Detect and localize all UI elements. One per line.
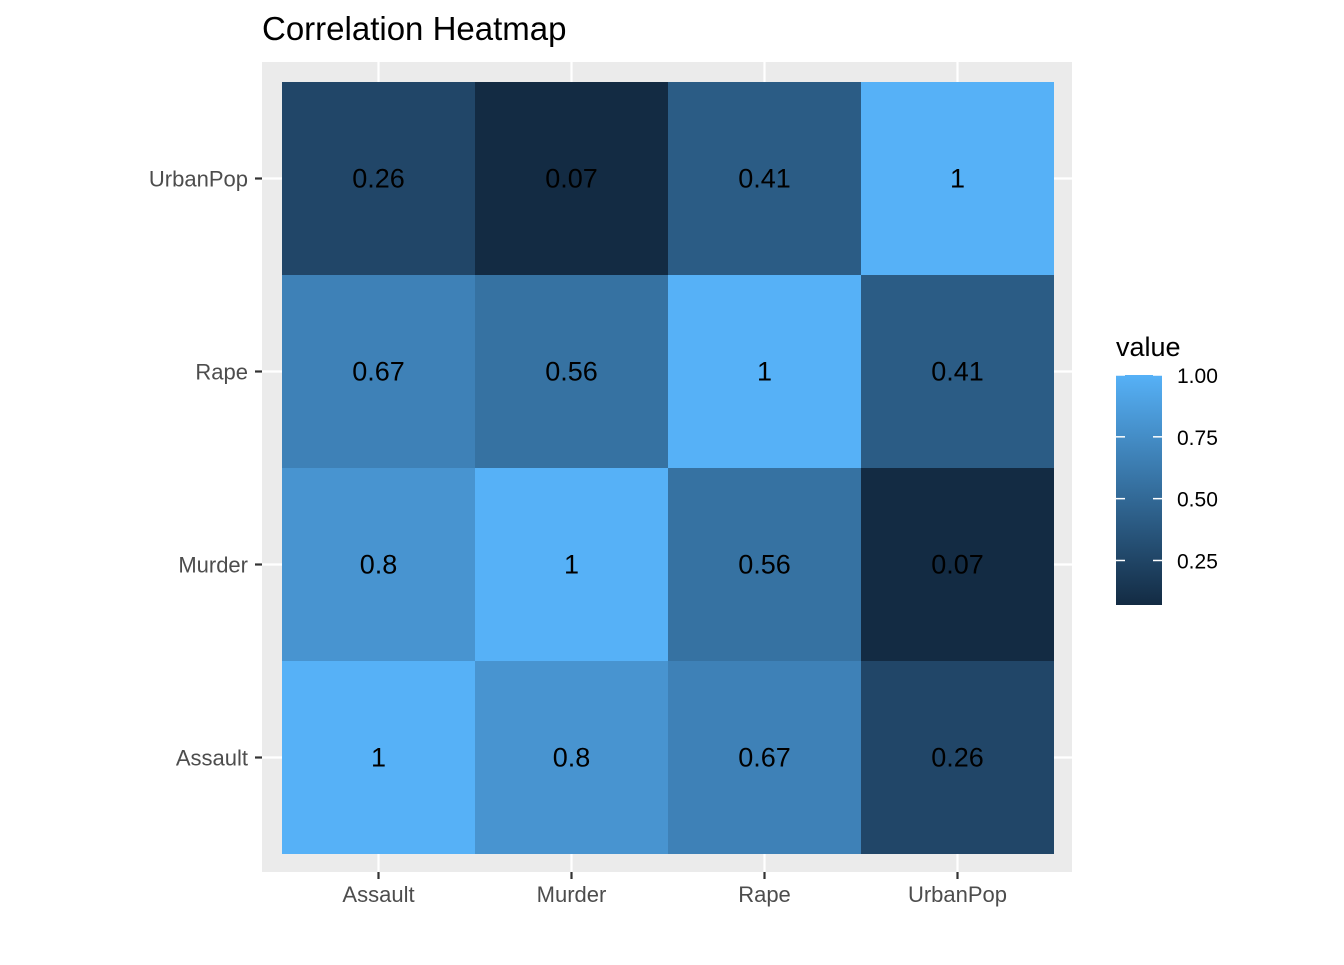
cell-labels: 1 0.8 0.67 0.26 0.8 1 0.56 0.07 0.67 0.56 1 0.41 0.2… — [352, 164, 984, 773]
x-axis-tick-label: Rape — [738, 882, 791, 907]
cell-value-label: 0.8 — [553, 743, 591, 773]
heatmap-cell — [282, 661, 475, 854]
heatmap-cell — [861, 82, 1054, 275]
cell-value-label: 1 — [950, 164, 965, 194]
cell-value-label: 0.41 — [931, 357, 984, 387]
x-axis-tick-label: UrbanPop — [908, 882, 1007, 907]
y-axis-tick-label: Assault — [176, 746, 248, 771]
cell-value-label: 0.26 — [352, 164, 405, 194]
legend-colorbar — [1116, 375, 1162, 605]
heatmap-cell — [475, 661, 668, 854]
heatmap-cell — [282, 275, 475, 468]
legend-break-label: 1.00 — [1177, 365, 1218, 388]
heatmap-cell — [668, 82, 861, 275]
y-axis-tick-label: Rape — [195, 360, 248, 385]
heatmap-cell — [282, 468, 475, 661]
heatmap-cells — [282, 82, 1054, 854]
legend-break-label: 0.50 — [1177, 489, 1218, 512]
cell-value-label: 0.8 — [360, 550, 398, 580]
y-axis-tick-label: UrbanPop — [149, 167, 248, 192]
legend-break-label: 0.25 — [1177, 550, 1218, 573]
cell-value-label: 0.41 — [738, 164, 791, 194]
heatmap-cell — [668, 468, 861, 661]
x-axis-tick-label: Murder — [537, 882, 607, 907]
heatmap-cell — [861, 468, 1054, 661]
y-axis: Assault Murder Rape UrbanPop — [149, 167, 262, 771]
cell-value-label: 1 — [757, 357, 772, 387]
cell-value-label: 0.07 — [545, 164, 598, 194]
heatmap-cell — [668, 661, 861, 854]
heatmap-cell — [475, 275, 668, 468]
cell-value-label: 1 — [564, 550, 579, 580]
heatmap-cell — [475, 82, 668, 275]
legend-break-label: 0.75 — [1177, 427, 1218, 450]
cell-value-label: 0.26 — [931, 743, 984, 773]
cell-value-label: 0.67 — [738, 743, 791, 773]
y-axis-tick-label: Murder — [178, 553, 248, 578]
x-axis-tick-label: Assault — [342, 882, 414, 907]
heatmap-cell — [282, 82, 475, 275]
cell-value-label: 0.07 — [931, 550, 984, 580]
heatmap-cell — [861, 661, 1054, 854]
heatmap-cell — [668, 275, 861, 468]
cell-value-label: 0.67 — [352, 357, 405, 387]
cell-value-label: 0.56 — [545, 357, 598, 387]
legend-title: value — [1116, 332, 1181, 362]
x-axis: Assault Murder Rape UrbanPop — [342, 872, 1007, 907]
cell-value-label: 0.56 — [738, 550, 791, 580]
heatmap-cell — [861, 275, 1054, 468]
heatmap-cell — [475, 468, 668, 661]
cell-value-label: 1 — [371, 743, 386, 773]
legend: value 1.00 0.75 0.50 0.25 — [1116, 332, 1218, 605]
chart-title: Correlation Heatmap — [262, 10, 566, 47]
